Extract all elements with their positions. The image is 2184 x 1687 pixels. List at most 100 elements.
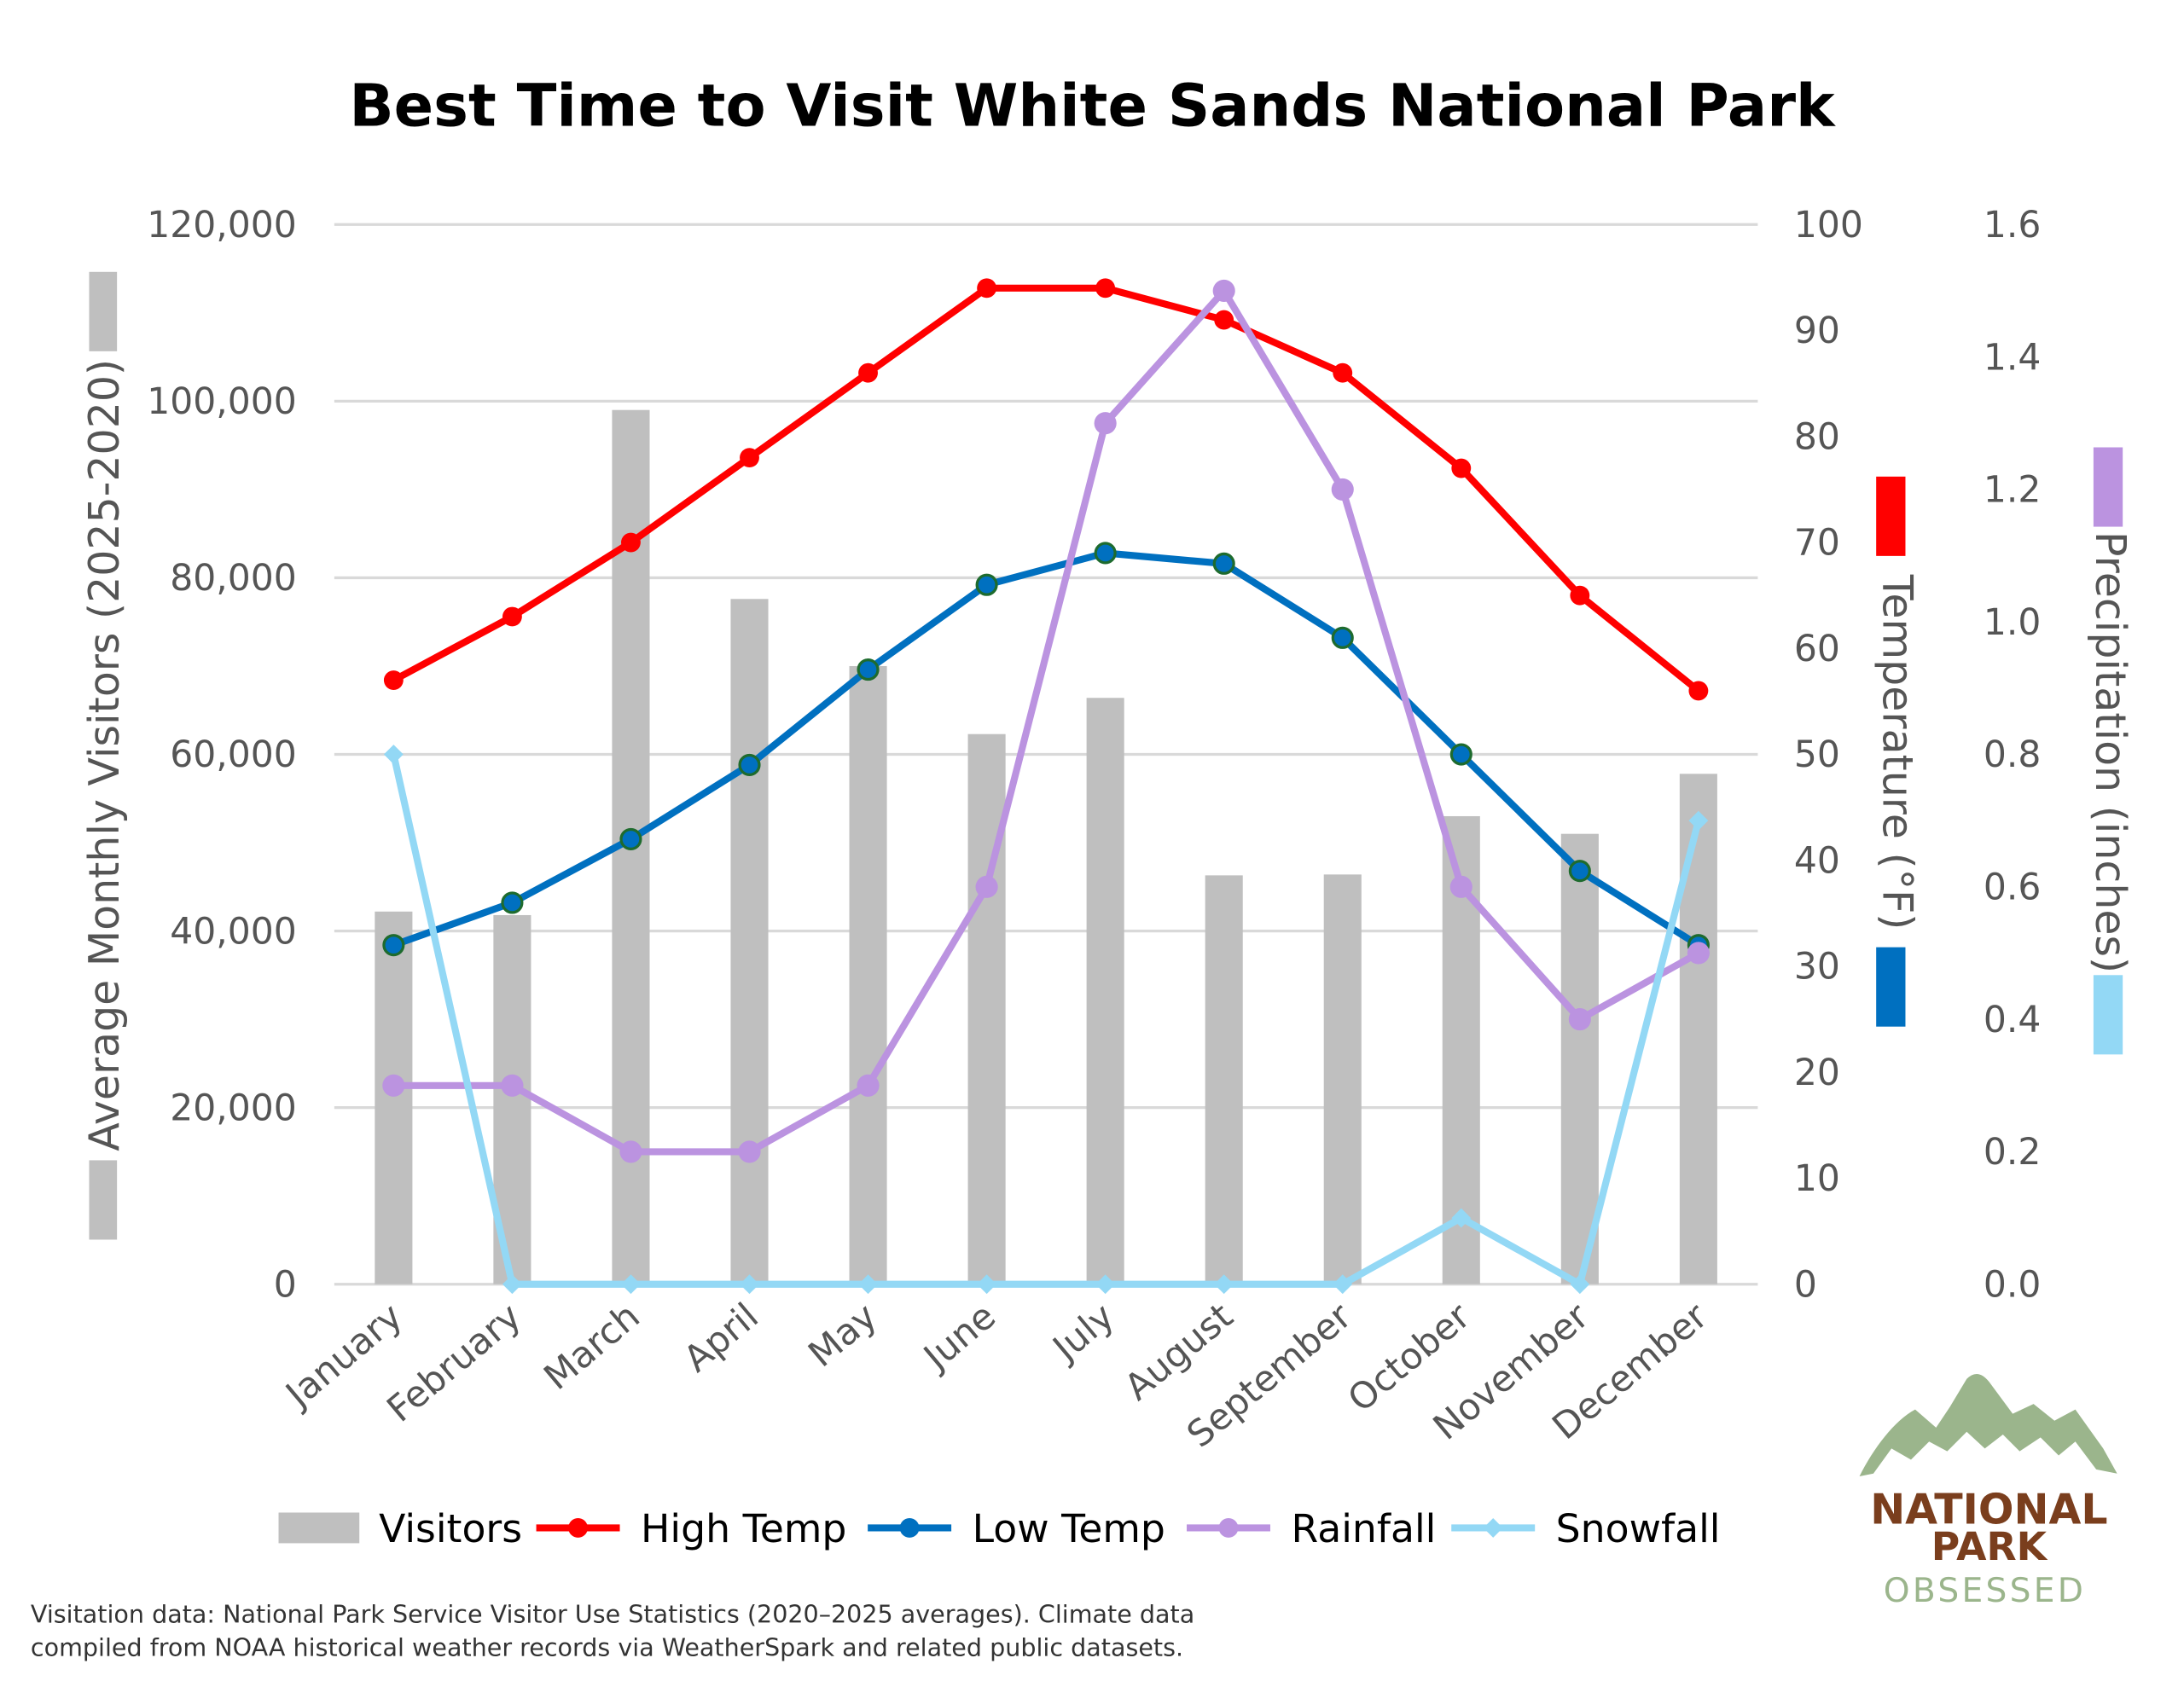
legend: Visitors High Temp Low Temp Rainfall Snowfal… (278, 1506, 1720, 1551)
legend-label: Low Temp (973, 1506, 1165, 1551)
precipitation-tick-label: 0.8 (1984, 734, 2042, 776)
left-axis-title: Average Monthly Visitors (2025-2020) (80, 271, 129, 1240)
low-temp-point (1568, 860, 1591, 883)
snowfall-point (1333, 1274, 1353, 1295)
legend-item-snowfall: Snowfall (1451, 1506, 1720, 1551)
left-tick-label: 0 (274, 1264, 297, 1306)
left-tick-label: 60,000 (170, 734, 296, 776)
national-park-obsessed-logo: NATIONAL PARK OBSESSED (1859, 1373, 2117, 1610)
logo-mountain (1859, 1373, 2117, 1477)
logo-text-park: PARK (1931, 1524, 2048, 1569)
series-lines (382, 278, 1710, 1295)
temperature-tick-label: 20 (1794, 1052, 1840, 1094)
visitor-bar (1205, 875, 1243, 1284)
rainfall-point (1094, 412, 1117, 435)
low-temp-point (619, 827, 642, 850)
visitor-bar (1679, 774, 1717, 1284)
high-temp-point (502, 606, 522, 627)
precipitation-tick-label: 1.2 (1984, 470, 2042, 512)
rainfall-point (857, 1074, 880, 1097)
high-temp-line (392, 284, 1701, 694)
snowfall-axis-marker (2093, 975, 2123, 1055)
visitors-axis-marker (89, 1160, 118, 1240)
logo-text-obsessed: OBSESSED (1884, 1572, 2086, 1610)
footnote-line-1: Visitation data: National Park Service V… (31, 1599, 1194, 1628)
left-tick-label: 20,000 (170, 1087, 296, 1129)
left-tick-label: 100,000 (147, 381, 296, 423)
high-temp-point (1688, 681, 1709, 701)
visitor-bar (375, 911, 413, 1284)
low-temp-point (975, 573, 998, 596)
low-temp-point (857, 658, 880, 681)
legend-item-high-temp: High Temp (536, 1506, 846, 1551)
snowfall-point (502, 1274, 522, 1295)
chart-title: Best Time to Visit White Sands National … (349, 72, 1836, 140)
low-temp-point (1449, 743, 1472, 766)
rainfall-point (1687, 942, 1710, 965)
rainfall-axis-marker (2093, 447, 2123, 527)
rainfall-point (501, 1074, 524, 1097)
visitor-bar (1560, 833, 1599, 1284)
temperature-tick-label: 30 (1794, 947, 1840, 988)
high-temp-point (977, 278, 997, 299)
visitor-bar (1323, 874, 1362, 1284)
high-temp-point (740, 448, 759, 468)
rainfall-point (382, 1074, 405, 1097)
footnote-line-2: compiled from NOAA historical weather re… (31, 1633, 1183, 1662)
low-temp-point (1331, 626, 1354, 649)
temperature-axis-title: Temperature (°F) (1873, 476, 1921, 1027)
legend-marker (1218, 1518, 1239, 1538)
legend-label: High Temp (641, 1506, 846, 1551)
visitor-bar (849, 665, 887, 1284)
x-tick-label: July (1044, 1296, 1123, 1371)
precipitation-tick-label: 1.6 (1984, 205, 2042, 246)
temperature-tick-label: 60 (1794, 629, 1840, 670)
legend-item-visitors: Visitors (278, 1506, 522, 1551)
high-temp-point (1451, 458, 1472, 478)
precipitation-tick-label: 0.0 (1984, 1264, 2042, 1306)
high-temp-point (1570, 585, 1590, 606)
visitor-bar (967, 733, 1006, 1284)
snowfall-line (390, 753, 1702, 1288)
precipitation-tick-label: 0.6 (1984, 867, 2042, 909)
x-tick-label: April (677, 1296, 767, 1381)
low-temp-point (382, 934, 405, 957)
temperature-tick-label: 100 (1794, 205, 1863, 246)
low-temp-point (738, 753, 761, 776)
low-temp-point (501, 891, 524, 914)
snowfall-point (858, 1274, 878, 1295)
rainfall-point (1449, 875, 1472, 898)
legend-marker (1483, 1518, 1503, 1538)
left-tick-label: 120,000 (147, 205, 296, 246)
legend-marker (899, 1518, 920, 1538)
precipitation-axis-title: Precipitation (inches) (2086, 447, 2135, 1055)
temperature-tick-label: 90 (1794, 310, 1840, 352)
high-temp-point (858, 362, 878, 383)
high-temp-point (1214, 310, 1234, 330)
legend-label: Rainfall (1291, 1506, 1436, 1551)
x-tick-label: June (915, 1296, 1004, 1380)
low-temp-point (1212, 552, 1235, 575)
legend-swatch (278, 1512, 360, 1544)
rainfall-point (1568, 1008, 1591, 1031)
temperature-tick-label: 70 (1794, 523, 1840, 565)
axis-ticks: 0 20,000 40,000 60,000 80,000 100,000 120,000 0… (147, 205, 2041, 1306)
logo-text-national: NATIONAL (1870, 1486, 2107, 1534)
left-tick-label: 40,000 (170, 911, 296, 953)
visitor-bar (1086, 698, 1124, 1284)
snowfall-point (1451, 1208, 1472, 1228)
x-tick-label: May (801, 1296, 886, 1376)
gridlines (334, 223, 1758, 1286)
temperature-tick-label: 0 (1794, 1264, 1817, 1306)
snowfall-point (1688, 810, 1709, 831)
high-temp-point (1095, 278, 1116, 299)
high-temp-point (383, 670, 404, 690)
temperature-tick-label: 50 (1794, 734, 1840, 776)
snowfall-point (621, 1274, 641, 1295)
high-temp-point (1333, 362, 1353, 383)
x-tick-label: March (537, 1296, 648, 1399)
temperature-tick-label: 10 (1794, 1158, 1840, 1200)
precipitation-tick-label: 0.2 (1984, 1132, 2042, 1174)
